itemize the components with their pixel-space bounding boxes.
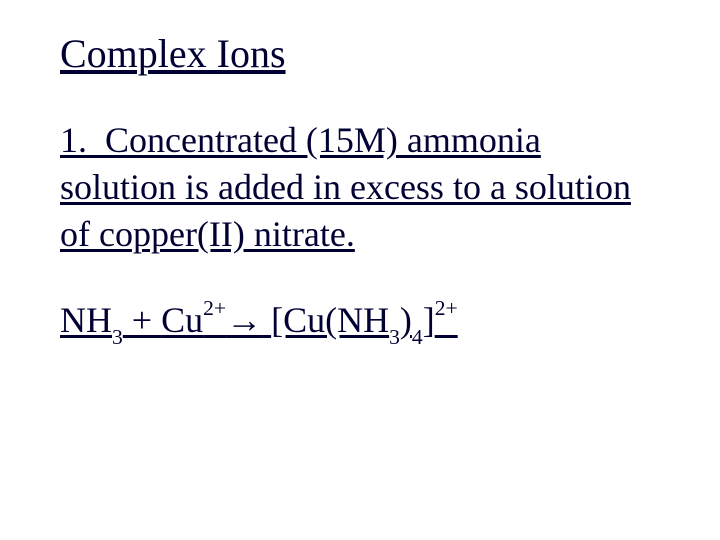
- eq-bracket-close: ]: [423, 300, 435, 340]
- eq-four-sub: 4: [412, 325, 423, 349]
- problem-statement: 1. Concentrated (15M) ammonia solution i…: [60, 117, 660, 257]
- slide-title: Complex Ions: [60, 30, 660, 77]
- eq-plus: +: [123, 300, 161, 340]
- eq-cu-sup: 2+: [203, 296, 226, 320]
- chemical-equation: NH3 + Cu2+→ [Cu(NH3)4]2+: [60, 297, 660, 347]
- eq-inner-sub: 3: [389, 325, 400, 349]
- eq-bracket-open: [Cu(NH: [271, 300, 389, 340]
- eq-final-sup: 2+: [435, 296, 458, 320]
- eq-nh3-base: NH: [60, 300, 112, 340]
- problem-number: 1.: [60, 120, 87, 160]
- eq-nh3-sub: 3: [112, 325, 123, 349]
- eq-cu-base: Cu: [161, 300, 203, 340]
- eq-space: [262, 300, 271, 340]
- slide-container: Complex Ions 1. Concentrated (15M) ammon…: [0, 0, 720, 540]
- eq-paren-close: ): [400, 300, 412, 340]
- problem-text: Concentrated (15M) ammonia solution is a…: [60, 120, 631, 254]
- eq-arrow: →: [226, 299, 262, 340]
